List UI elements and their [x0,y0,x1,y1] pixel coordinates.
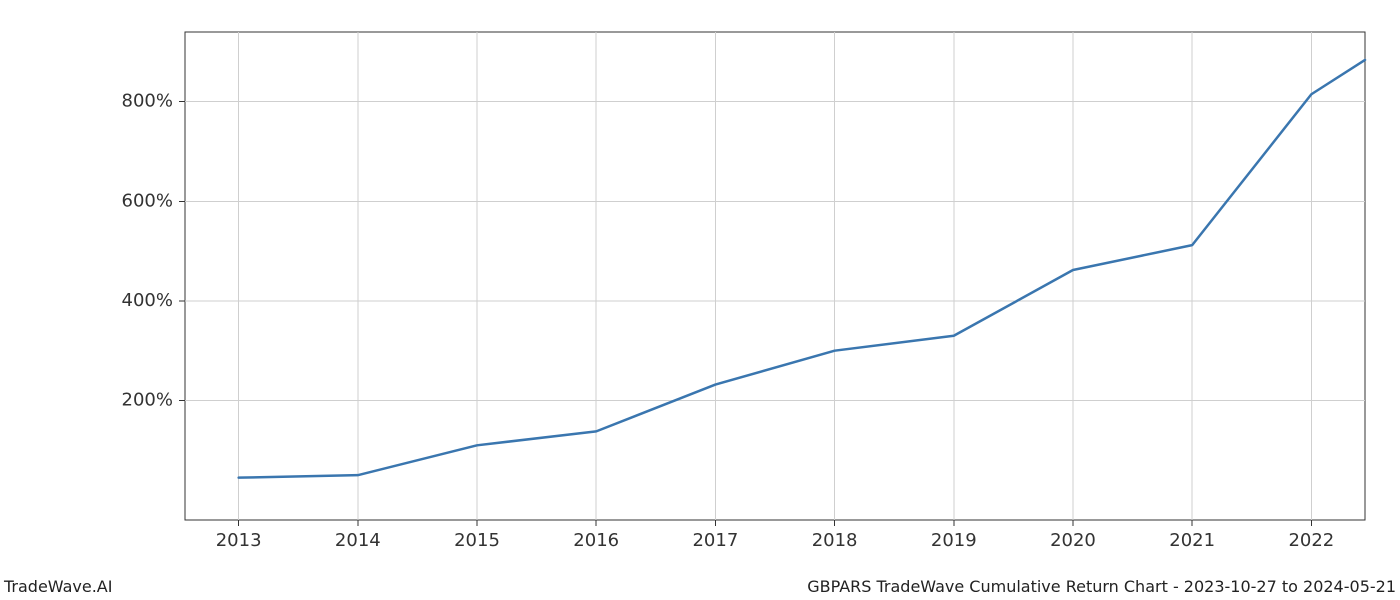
xtick-label: 2018 [812,530,858,551]
chart-svg: 200% 400% 600% 800% 2013 2014 2015 2016 2017 2018… [0,0,1400,600]
xtick-label: 2020 [1050,530,1096,551]
ytick-label: 200% [122,389,173,410]
xtick-label: 2019 [931,530,977,551]
xtick-label: 2022 [1288,530,1334,551]
xtick-label: 2015 [454,530,500,551]
xtick-label: 2017 [692,530,738,551]
footer-right-label: GBPARS TradeWave Cumulative Return Chart… [807,577,1396,596]
footer-left-label: TradeWave.AI [3,577,112,596]
xtick-label: 2021 [1169,530,1215,551]
ytick-label: 600% [122,190,173,211]
ytick-label: 800% [122,91,173,112]
chart-background [0,0,1400,600]
return-chart: 200% 400% 600% 800% 2013 2014 2015 2016 2017 2018… [0,0,1400,600]
xtick-label: 2014 [335,530,381,551]
xtick-label: 2013 [216,530,262,551]
xtick-label: 2016 [573,530,619,551]
ytick-label: 400% [122,290,173,311]
